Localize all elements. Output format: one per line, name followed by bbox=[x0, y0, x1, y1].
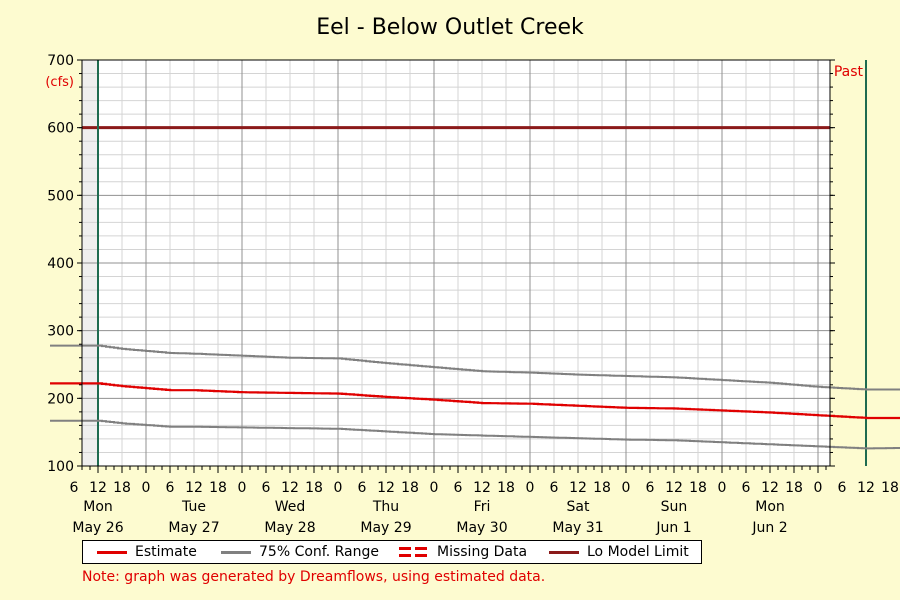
x-hour-label: 0 bbox=[526, 480, 535, 496]
x-hour-label: 12 bbox=[377, 480, 395, 496]
x-hour-label: 6 bbox=[166, 480, 175, 496]
y-axis-unit-label: (cfs) bbox=[45, 75, 74, 90]
x-hour-label: 6 bbox=[262, 480, 271, 496]
x-hour-label: 12 bbox=[281, 480, 299, 496]
x-date-label: May 30 bbox=[456, 520, 507, 536]
x-hour-label: 12 bbox=[569, 480, 587, 496]
x-weekday-label: Mon bbox=[755, 499, 785, 515]
x-hour-label: 6 bbox=[454, 480, 463, 496]
x-hour-label: 0 bbox=[430, 480, 439, 496]
y-tick-label: 200 bbox=[47, 391, 74, 407]
x-date-label: Jun 1 bbox=[655, 520, 691, 536]
x-weekday-label: Thu bbox=[372, 499, 399, 515]
x-date-label: May 28 bbox=[264, 520, 315, 536]
x-hour-label: 0 bbox=[334, 480, 343, 496]
y-tick-label: 400 bbox=[47, 256, 74, 272]
legend-swatch-conf-range bbox=[221, 546, 251, 558]
x-weekday-label: Sat bbox=[567, 499, 590, 515]
legend-label-missing-data: Missing Data bbox=[437, 544, 528, 560]
x-hour-label: 18 bbox=[401, 480, 419, 496]
legend-item-estimate: Estimate bbox=[97, 544, 197, 560]
x-hour-label: 12 bbox=[89, 480, 107, 496]
x-hour-label: 18 bbox=[881, 480, 899, 496]
y-tick-label: 700 bbox=[47, 53, 74, 69]
x-hour-label: 0 bbox=[622, 480, 631, 496]
x-hour-label: 18 bbox=[305, 480, 323, 496]
x-hour-label: 6 bbox=[550, 480, 559, 496]
series-conf-lower bbox=[50, 419, 900, 450]
legend-swatch-missing-data bbox=[399, 546, 429, 558]
x-hour-label: 18 bbox=[689, 480, 707, 496]
x-hour-label: 18 bbox=[113, 480, 131, 496]
x-weekday-label: Mon bbox=[83, 499, 113, 515]
y-tick-label: 600 bbox=[47, 121, 74, 137]
x-date-label: Jun 2 bbox=[751, 520, 787, 536]
series-estimate bbox=[50, 382, 900, 420]
legend-item-conf-range: 75% Conf. Range bbox=[221, 544, 379, 560]
x-hour-label: 0 bbox=[142, 480, 151, 496]
x-weekday-label: Sun bbox=[661, 499, 688, 515]
x-hour-label: 0 bbox=[238, 480, 247, 496]
legend-label-lo-model-limit: Lo Model Limit bbox=[587, 544, 689, 560]
x-hour-label: 18 bbox=[785, 480, 803, 496]
x-weekday-label: Tue bbox=[181, 499, 206, 515]
legend-item-lo-model-limit: Lo Model Limit bbox=[549, 544, 689, 560]
x-hour-label: 6 bbox=[70, 480, 79, 496]
note-text: Note: graph was generated by Dreamflows,… bbox=[82, 569, 546, 585]
x-hour-label: 6 bbox=[358, 480, 367, 496]
chart-title: Eel - Below Outlet Creek bbox=[316, 15, 584, 40]
x-hour-label: 6 bbox=[742, 480, 751, 496]
x-hour-label: 6 bbox=[838, 480, 847, 496]
x-hour-label: 0 bbox=[814, 480, 823, 496]
x-date-label: May 27 bbox=[168, 520, 219, 536]
y-tick-label: 300 bbox=[47, 324, 74, 340]
legend-label-estimate: Estimate bbox=[135, 544, 197, 560]
x-hour-label: 12 bbox=[473, 480, 491, 496]
y-tick-label: 500 bbox=[47, 188, 74, 204]
legend-swatch-estimate bbox=[97, 546, 127, 558]
x-hour-label: 12 bbox=[761, 480, 779, 496]
x-hour-label: 18 bbox=[497, 480, 515, 496]
x-hour-label: 0 bbox=[718, 480, 727, 496]
series-conf-upper bbox=[50, 344, 900, 391]
x-weekday-label: Fri bbox=[474, 499, 491, 515]
x-hour-label: 12 bbox=[857, 480, 875, 496]
x-hour-label: 18 bbox=[209, 480, 227, 496]
x-date-label: May 26 bbox=[72, 520, 123, 536]
past-label: Past bbox=[834, 64, 864, 80]
x-hour-label: 18 bbox=[593, 480, 611, 496]
x-hour-label: 6 bbox=[646, 480, 655, 496]
x-weekday-label: Wed bbox=[275, 499, 306, 515]
x-date-label: May 31 bbox=[552, 520, 603, 536]
legend-label-conf-range: 75% Conf. Range bbox=[259, 544, 379, 560]
x-hour-label: 12 bbox=[185, 480, 203, 496]
legend-item-missing-data: Missing Data bbox=[399, 544, 527, 560]
legend: Estimate 75% Conf. Range Missing Data Lo… bbox=[82, 540, 702, 564]
x-hour-label: 12 bbox=[665, 480, 683, 496]
x-date-label: May 29 bbox=[360, 520, 411, 536]
legend-swatch-lo-model-limit bbox=[549, 546, 579, 558]
y-tick-label: 100 bbox=[47, 459, 74, 475]
